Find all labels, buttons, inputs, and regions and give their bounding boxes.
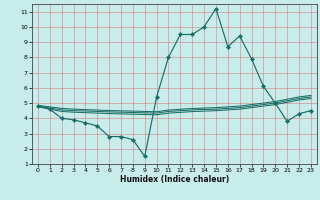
X-axis label: Humidex (Indice chaleur): Humidex (Indice chaleur) bbox=[120, 175, 229, 184]
